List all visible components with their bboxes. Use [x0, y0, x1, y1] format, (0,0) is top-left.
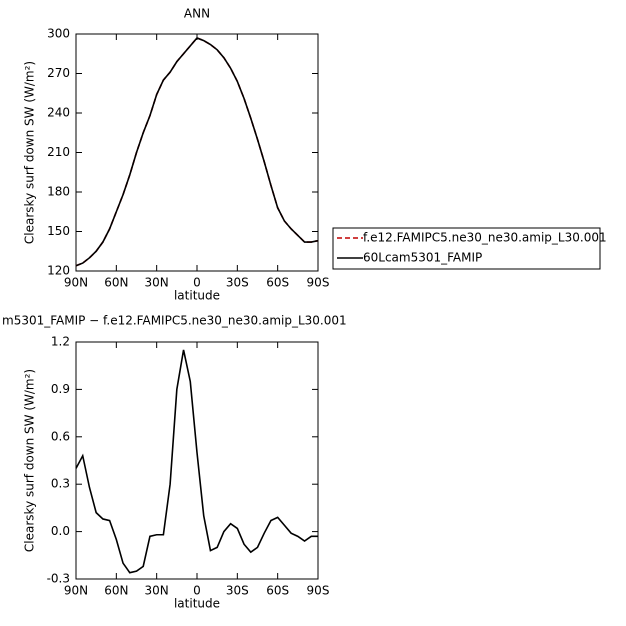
plot-frame [75, 341, 319, 580]
legend-label: f.e12.FAMIPC5.ne30_ne30.amip_L30.001 [363, 231, 607, 245]
y-tick-label: 0.6 [51, 429, 70, 443]
data-line [75, 36, 319, 267]
x-tick-label: 90S [307, 584, 330, 598]
x-tick-label: 0 [193, 276, 201, 290]
y-tick-label: -0.3 [47, 572, 70, 586]
x-axis-label: latitude [174, 289, 220, 303]
x-tick-label: 60N [104, 276, 128, 290]
y-axis-label: Clearsky surf down SW (W/m²) [23, 61, 37, 244]
x-tick-label: 60S [266, 276, 289, 290]
y-tick-label: 1.2 [51, 335, 70, 349]
y-tick-label: 180 [47, 185, 70, 199]
y-tick-label: 120 [47, 264, 70, 278]
x-tick-label: 90S [307, 276, 330, 290]
y-tick-label: 150 [47, 224, 70, 238]
x-tick-label: 30N [145, 584, 169, 598]
y-tick-label: 210 [47, 145, 70, 159]
x-tick-label: 60S [266, 584, 289, 598]
y-tick-label: 270 [47, 66, 70, 80]
legend-box [332, 227, 601, 270]
chart-title: m5301_FAMIP − f.e12.FAMIPC5.ne30_ne30.am… [2, 314, 347, 328]
x-tick-label: 0 [193, 584, 201, 598]
x-tick-label: 90N [64, 584, 88, 598]
plot-frame [75, 33, 319, 272]
y-tick-label: 0.0 [51, 524, 70, 538]
y-axis-label: Clearsky surf down SW (W/m²) [23, 369, 37, 552]
x-tick-label: 30N [145, 276, 169, 290]
x-tick-label: 90N [64, 276, 88, 290]
chart-title: ANN [184, 7, 210, 21]
y-tick-label: 0.9 [51, 382, 70, 396]
legend-label: 60Lcam5301_FAMIP [363, 251, 482, 265]
x-tick-label: 30S [226, 584, 249, 598]
data-line [75, 349, 318, 574]
y-tick-label: 300 [47, 27, 70, 41]
x-tick-label: 30S [226, 276, 249, 290]
data-line [75, 36, 319, 267]
x-axis-label: latitude [174, 597, 220, 611]
y-tick-label: 0.3 [51, 477, 70, 491]
x-tick-label: 60N [104, 584, 128, 598]
y-tick-label: 240 [47, 106, 70, 120]
